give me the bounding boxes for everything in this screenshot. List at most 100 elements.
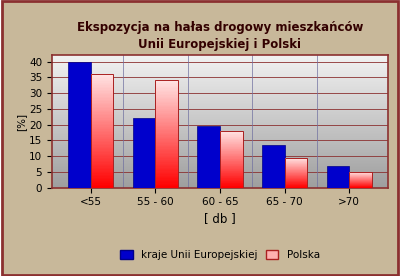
Bar <box>155 80 178 82</box>
Bar <box>285 178 307 179</box>
Bar <box>91 74 113 188</box>
Bar <box>155 139 178 141</box>
Bar <box>91 121 113 122</box>
Bar <box>220 153 243 154</box>
Bar <box>91 149 113 151</box>
Bar <box>155 83 178 84</box>
Bar <box>285 162 307 163</box>
Bar <box>220 138 243 139</box>
Bar <box>155 84 178 86</box>
Bar <box>155 161 178 162</box>
Bar <box>91 87 113 88</box>
Bar <box>91 165 113 166</box>
Bar <box>285 160 307 161</box>
Bar <box>91 137 113 138</box>
Bar <box>155 147 178 149</box>
Bar <box>155 186 178 188</box>
Bar <box>91 124 113 125</box>
Bar <box>155 92 178 94</box>
Bar <box>285 169 307 170</box>
Bar <box>91 151 113 152</box>
Bar <box>155 141 178 142</box>
Bar <box>155 182 178 184</box>
Bar <box>91 134 113 135</box>
Bar <box>91 97 113 98</box>
Bar <box>285 174 307 175</box>
Bar <box>285 164 307 165</box>
Bar <box>220 155 243 156</box>
Bar <box>91 128 113 129</box>
Bar <box>220 137 243 138</box>
Bar <box>285 182 307 183</box>
Bar <box>220 164 243 165</box>
Bar <box>155 86 178 87</box>
Bar <box>91 114 113 115</box>
Bar <box>91 154 113 155</box>
Bar <box>155 173 178 174</box>
Bar <box>220 139 243 140</box>
Bar <box>91 104 113 105</box>
Bar <box>91 98 113 100</box>
Bar <box>285 158 307 159</box>
Bar <box>91 115 113 117</box>
Bar <box>285 170 307 171</box>
Bar <box>220 160 243 161</box>
Y-axis label: [%]: [%] <box>16 112 26 131</box>
Bar <box>220 170 243 171</box>
Bar <box>285 165 307 166</box>
Bar <box>155 111 178 113</box>
Bar <box>91 111 113 112</box>
Bar <box>155 178 178 180</box>
Bar <box>91 108 113 110</box>
Bar <box>91 122 113 124</box>
Bar <box>220 141 243 142</box>
Bar <box>91 168 113 169</box>
Bar <box>155 150 178 152</box>
Bar <box>220 171 243 172</box>
Bar <box>285 187 307 188</box>
Bar <box>220 157 243 158</box>
Bar <box>220 154 243 155</box>
Bar <box>91 80 113 81</box>
Bar <box>220 156 243 157</box>
Legend: kraje Unii Europejskiej, Polska: kraje Unii Europejskiej, Polska <box>116 246 324 264</box>
Bar <box>91 112 113 114</box>
Bar <box>68 62 91 188</box>
Bar <box>155 90 178 91</box>
Bar <box>91 138 113 139</box>
Bar <box>155 127 178 129</box>
Bar <box>285 172 307 173</box>
Bar <box>285 186 307 187</box>
Bar <box>220 148 243 149</box>
Bar <box>220 180 243 181</box>
Bar <box>327 166 349 188</box>
Bar <box>262 145 285 188</box>
Bar <box>220 173 243 174</box>
Bar <box>155 130 178 131</box>
Bar <box>91 110 113 111</box>
Bar <box>220 149 243 150</box>
Bar <box>91 162 113 164</box>
Bar <box>285 183 307 184</box>
Bar <box>285 168 307 169</box>
Bar <box>155 115 178 117</box>
Bar <box>220 136 243 137</box>
Bar <box>155 105 178 106</box>
Bar <box>220 152 243 153</box>
Bar <box>155 177 178 178</box>
Bar <box>155 152 178 153</box>
Bar <box>220 132 243 133</box>
Bar <box>91 142 113 144</box>
Bar <box>91 74 113 76</box>
Bar <box>155 123 178 125</box>
Bar <box>220 179 243 180</box>
Bar <box>285 171 307 172</box>
Bar <box>91 182 113 184</box>
Bar <box>155 99 178 100</box>
Bar <box>91 101 113 102</box>
Bar <box>155 181 178 182</box>
Bar <box>91 118 113 120</box>
Bar <box>91 107 113 108</box>
Bar <box>220 159 243 160</box>
Bar <box>220 176 243 177</box>
